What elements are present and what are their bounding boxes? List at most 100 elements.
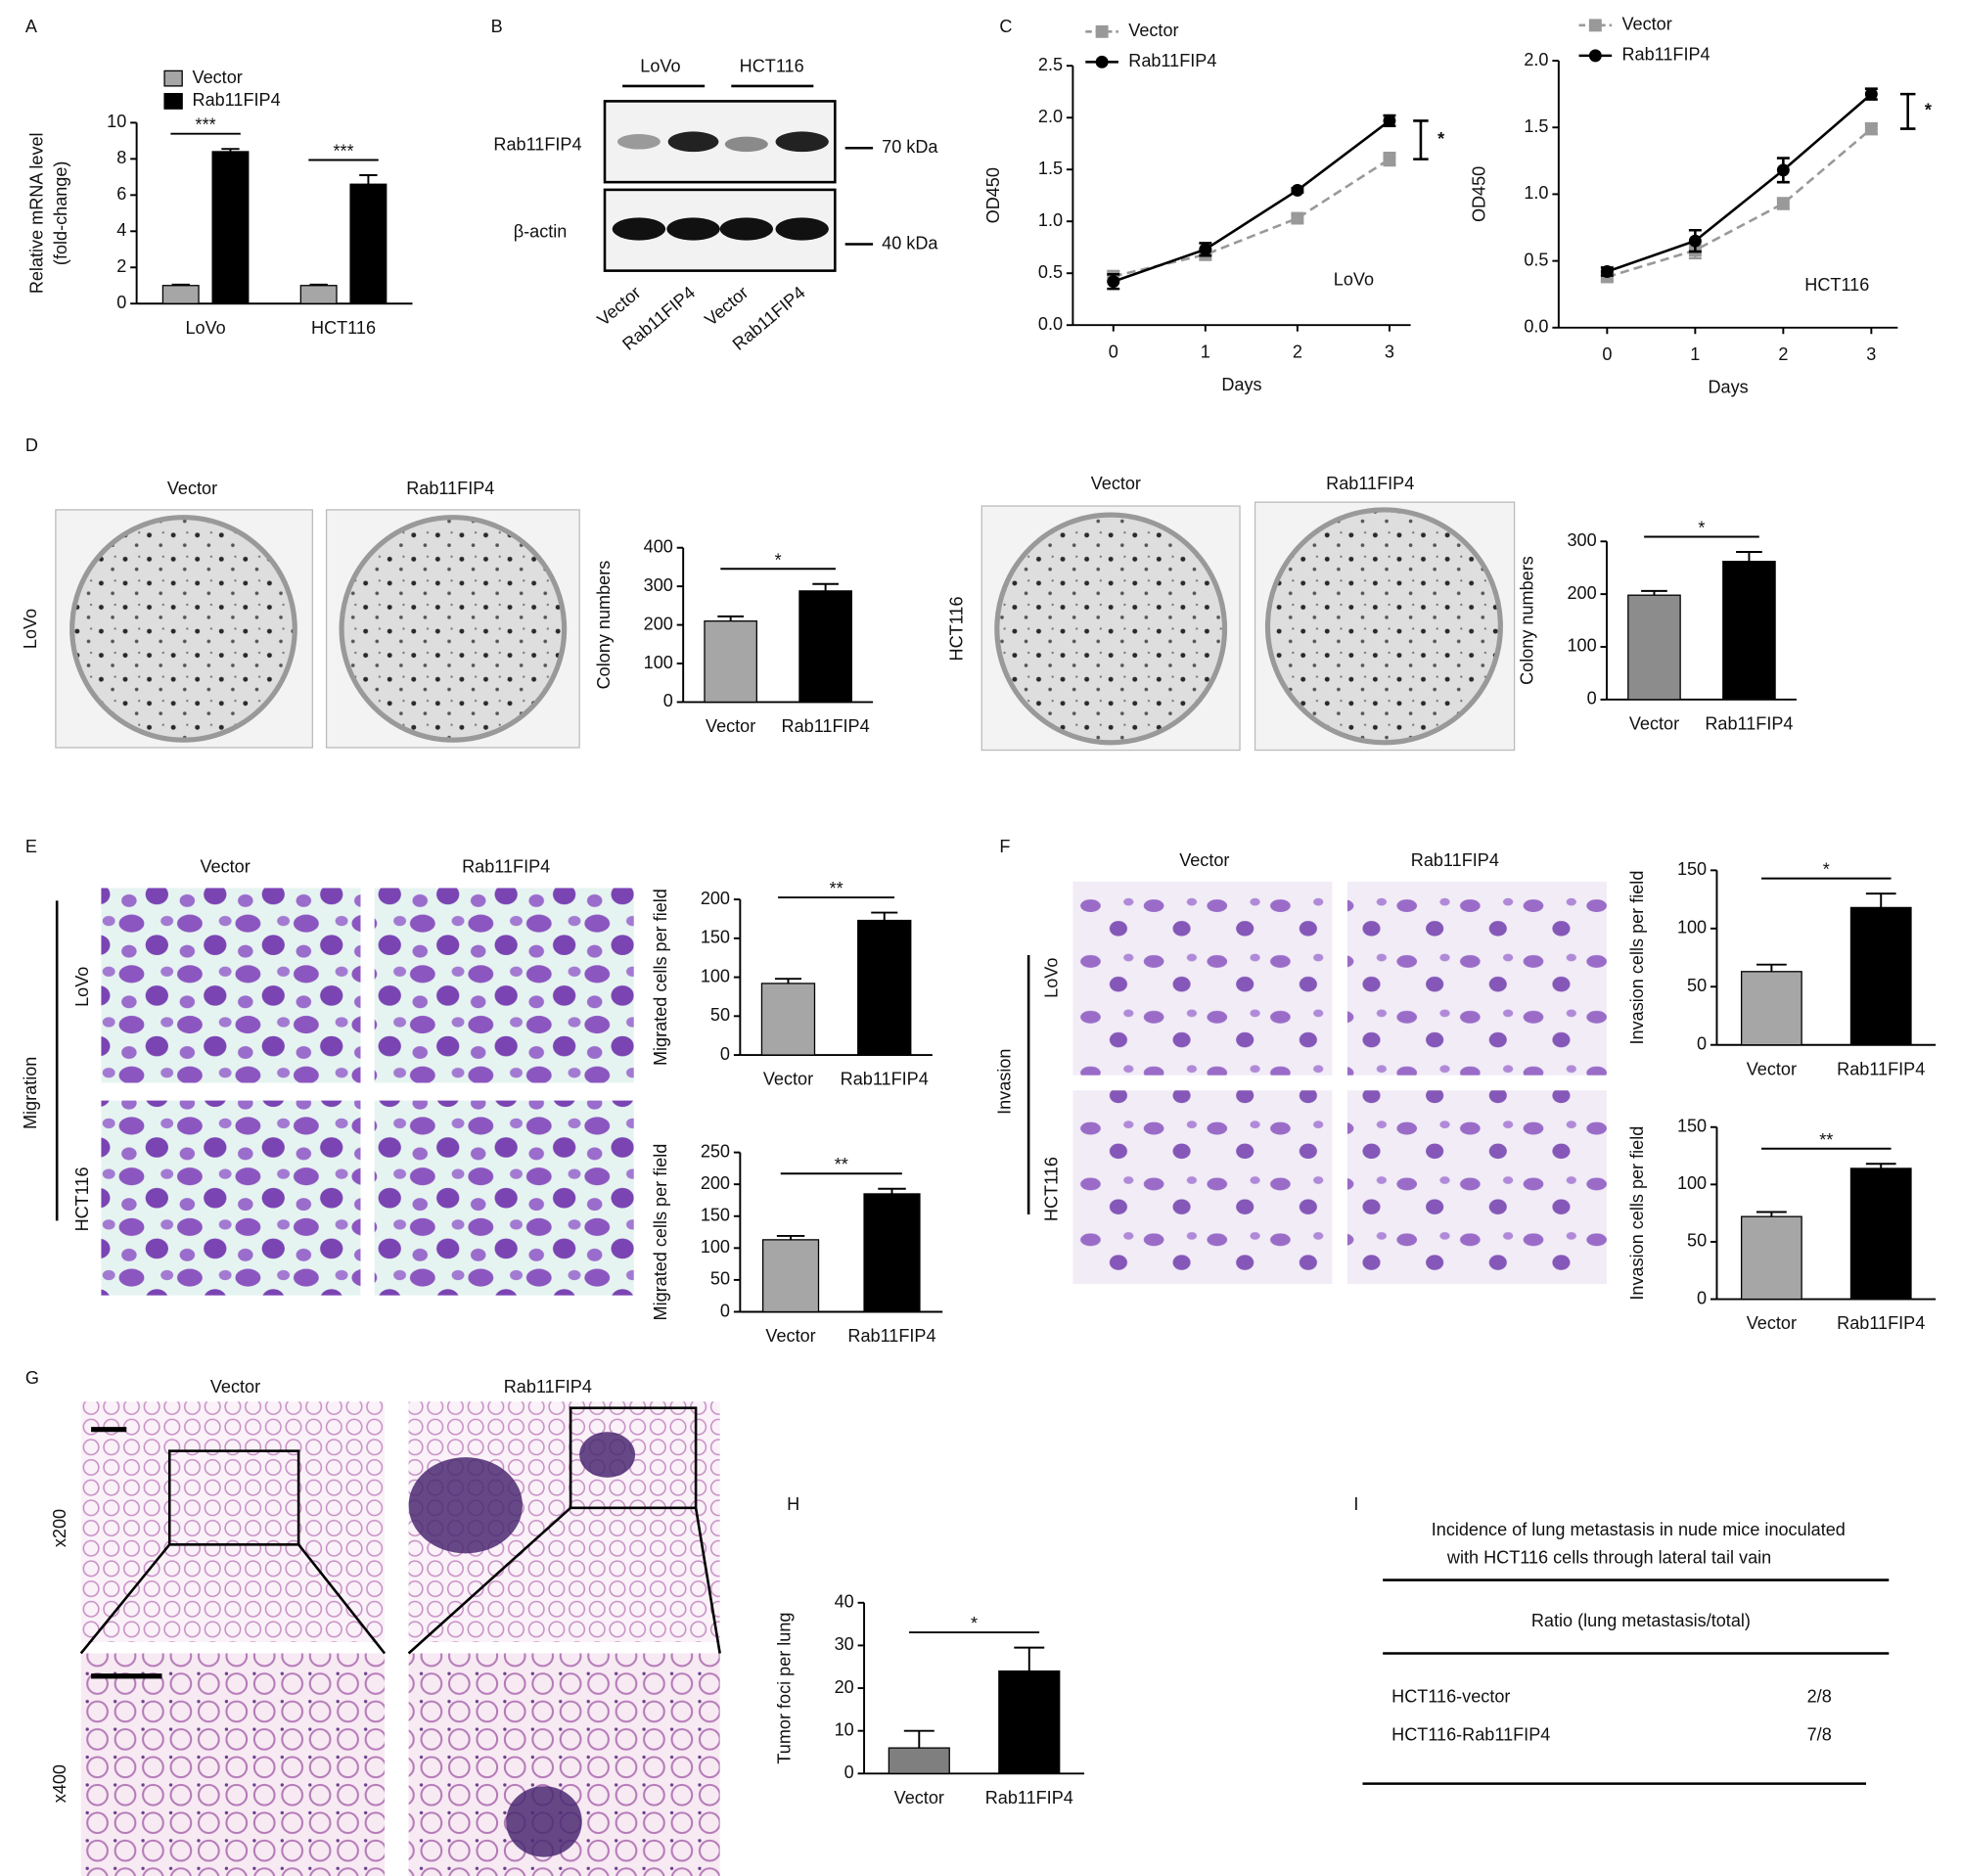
y-tick-label: 2 <box>116 256 126 276</box>
label: Invasion <box>995 1049 1015 1115</box>
significance: * <box>1823 860 1830 880</box>
decor <box>167 1449 300 1546</box>
y-tick-label: 0.0 <box>1038 314 1063 334</box>
y-tick-label: 10 <box>107 112 126 131</box>
y-tick-label: 150 <box>701 928 730 947</box>
marker <box>1095 55 1109 69</box>
bar <box>760 983 816 1056</box>
x-tick-label: Rab11FIP4 <box>847 1326 935 1346</box>
bar <box>998 1670 1061 1774</box>
decor <box>101 888 361 1083</box>
marker <box>1383 153 1396 166</box>
table-title: Incidence of lung metastasis in nude mic… <box>1432 1520 1846 1539</box>
x-tick-label: 0 <box>1109 342 1118 361</box>
bar <box>211 151 250 304</box>
decor <box>1346 881 1607 1075</box>
decor <box>408 1457 523 1554</box>
significance-bracket <box>1899 92 1916 130</box>
chart-label: HCT116 <box>1804 275 1869 295</box>
y-tick-label: 2.5 <box>1038 55 1063 74</box>
y-tick-label: 100 <box>701 1237 730 1257</box>
label: Migration <box>21 1057 40 1129</box>
x-tick-label: Vector <box>706 716 755 736</box>
y-tick-label: 0.5 <box>1038 262 1063 282</box>
x-tick-label: Rab11FIP4 <box>1705 713 1793 733</box>
decor <box>69 515 297 743</box>
table-cell: HCT116-vector <box>1391 1687 1510 1707</box>
legend-swatch <box>163 69 183 87</box>
significance: * <box>775 550 782 570</box>
y-tick-label: 100 <box>701 966 730 985</box>
error-bar <box>1865 1163 1896 1168</box>
y-tick-label: 200 <box>644 614 673 633</box>
label: HCT116 <box>740 56 804 75</box>
error-bar <box>171 283 190 286</box>
marker <box>1776 163 1790 177</box>
decor <box>719 217 773 241</box>
marker <box>1107 275 1120 289</box>
panel-letter: B <box>491 17 503 36</box>
error-bar <box>1736 551 1762 562</box>
table-header: Ratio (lung metastasis/total) <box>1531 1611 1751 1630</box>
y-tick-label: 50 <box>1687 1231 1707 1251</box>
y-tick-label: 0 <box>116 293 126 312</box>
x-tick-label: 0 <box>1602 344 1612 364</box>
label: LoVo <box>72 967 92 1007</box>
bar <box>1849 1167 1912 1301</box>
significance: * <box>1925 101 1933 120</box>
y-axis-label: OD450 <box>983 167 1003 223</box>
panel-letter: G <box>25 1368 39 1388</box>
marker <box>1588 19 1602 32</box>
y-tick-label: 200 <box>701 889 730 908</box>
label: Vector <box>167 479 217 498</box>
marker <box>1095 24 1109 38</box>
y-tick-label: 200 <box>1567 583 1596 603</box>
y-tick-label: 2.0 <box>1524 50 1548 69</box>
error-bar <box>221 148 240 152</box>
label: Rab11FIP4 <box>406 479 494 498</box>
y-axis-label: Invasion cells per field <box>1627 871 1647 1045</box>
y-tick-label: 300 <box>644 575 673 595</box>
x-tick-label: Rab11FIP4 <box>985 1788 1073 1807</box>
decor <box>407 1506 571 1655</box>
significance: * <box>971 1614 978 1633</box>
y-tick-label: 150 <box>1677 859 1707 879</box>
x-tick-label: Vector <box>1747 1313 1797 1333</box>
y-tick-label: 1.5 <box>1038 159 1063 178</box>
decor <box>297 1543 387 1655</box>
decor <box>80 1401 386 1642</box>
y-tick-label: 0 <box>1587 689 1597 709</box>
decor <box>694 1507 721 1654</box>
error-bar <box>717 615 744 621</box>
series-line <box>1113 158 1391 278</box>
bar <box>704 619 757 704</box>
y-axis-label: Invasion cells per field <box>1627 1126 1647 1301</box>
y-axis-label: Tumor foci per lung <box>775 1613 795 1764</box>
label: Vector <box>201 857 251 877</box>
error-bar <box>878 1187 906 1194</box>
decor <box>569 1406 698 1510</box>
y-tick-label: 0 <box>844 1762 854 1782</box>
marker <box>1688 234 1702 248</box>
y-tick-label: 2.0 <box>1038 107 1063 126</box>
y-axis-label: OD450 <box>1469 166 1488 222</box>
significance: * <box>1698 519 1705 538</box>
decor <box>1072 881 1333 1075</box>
label: 40 kDa <box>882 233 938 252</box>
y-tick-label: 50 <box>1687 976 1707 995</box>
significance: *** <box>333 142 353 161</box>
bar <box>798 590 852 704</box>
x-tick-label: Rab11FIP4 <box>841 1070 929 1089</box>
x-tick-label: Rab11FIP4 <box>1837 1059 1925 1078</box>
table-cell: 7/8 <box>1807 1724 1832 1744</box>
decor <box>1072 1090 1333 1285</box>
x-tick-label: 3 <box>1385 342 1394 361</box>
x-tick-label: Vector <box>765 1326 815 1346</box>
decor <box>374 888 634 1083</box>
label: LoVo <box>640 56 680 75</box>
marker <box>1776 197 1790 210</box>
y-tick-label: 50 <box>710 1005 730 1025</box>
y-axis-label: (fold-change) <box>51 161 70 266</box>
y-tick-label: 40 <box>835 1592 854 1612</box>
